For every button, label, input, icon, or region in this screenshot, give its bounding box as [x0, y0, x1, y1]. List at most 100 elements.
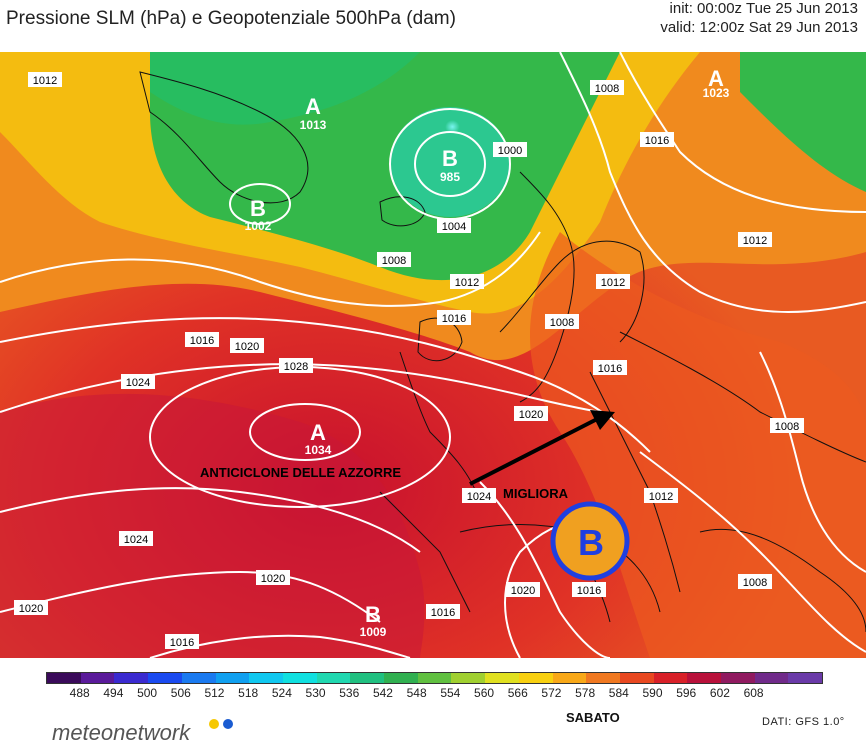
isobar-label: 1012 [596, 274, 630, 289]
colorbar-tick-label: 488 [69, 686, 90, 700]
low-circle [550, 501, 630, 581]
colorbar-swatch [485, 673, 519, 683]
svg-text:1028: 1028 [284, 361, 308, 373]
colorbar-swatch [788, 673, 823, 683]
colorbar-swatch [47, 673, 81, 683]
svg-text:1008: 1008 [382, 255, 406, 267]
isobar-label: 1016 [593, 360, 627, 375]
svg-text:1016: 1016 [645, 135, 669, 147]
colorbar-swatch [384, 673, 418, 683]
brand-logo: meteonetwork [52, 720, 191, 745]
svg-text:1016: 1016 [577, 585, 601, 597]
svg-text:1008: 1008 [743, 577, 767, 589]
field-east [530, 232, 866, 658]
colorbar-tick-label: 560 [474, 686, 495, 700]
isobar-label: 1008 [770, 418, 804, 433]
colorbar-swatch [619, 673, 654, 683]
field-green-east [740, 52, 866, 192]
pressure-map: 1012 1008 1000 1004 1008 1012 1016 1020 … [0, 52, 866, 658]
svg-text:1020: 1020 [19, 603, 43, 615]
colorbar-tick-label: 536 [339, 686, 360, 700]
isobar-label: 1016 [572, 582, 606, 597]
isobar-label: 1012 [450, 274, 484, 289]
colorbar-tick-label: 602 [709, 686, 730, 700]
svg-text:1020: 1020 [511, 585, 535, 597]
svg-text:1004: 1004 [442, 221, 466, 233]
colorbar-tick-label: 554 [440, 686, 461, 700]
center-value: 1013 [300, 118, 327, 132]
svg-text:1020: 1020 [235, 341, 259, 353]
day-label: SABATO [566, 710, 620, 725]
logo-dot-blue [223, 719, 233, 729]
colorbar-swatch [552, 673, 587, 683]
svg-text:1016: 1016 [431, 607, 455, 619]
center-letter: A [310, 420, 326, 445]
isobars [0, 52, 866, 658]
colorbar-swatch [114, 673, 149, 683]
colorbar-swatch [350, 673, 385, 683]
circled-low-letter: B [578, 522, 604, 563]
isobar-label: 1016 [426, 604, 460, 619]
isobar-label: 1016 [165, 634, 199, 649]
svg-text:1008: 1008 [550, 317, 574, 329]
svg-text:1020: 1020 [261, 573, 285, 585]
isobar-label: 1004 [437, 218, 471, 233]
colorbar-tick-label: 608 [743, 686, 764, 700]
colorbar-tick-label: 548 [406, 686, 427, 700]
isobar-label: 1016 [640, 132, 674, 147]
logo-dot-yellow [209, 719, 219, 729]
init-time: init: 00:00z Tue 25 Jun 2013 [669, 0, 858, 17]
colorbar-swatch [754, 673, 789, 683]
isobar-label: 1008 [377, 252, 411, 267]
center-letter: B [250, 196, 266, 221]
colorbar-tick-label: 494 [103, 686, 124, 700]
improvement-arrow [469, 413, 606, 486]
colorbar-tick-label: 584 [608, 686, 629, 700]
colorbar-tick-label: 518 [238, 686, 259, 700]
svg-text:1012: 1012 [455, 277, 479, 289]
isobar-label: 1024 [462, 488, 496, 503]
isobar-label: 1020 [506, 582, 540, 597]
center-letter: A [708, 66, 724, 91]
colorbar-tick-label: 590 [642, 686, 663, 700]
colorbar-swatch [249, 673, 283, 683]
center-value: 1034 [305, 443, 332, 457]
chart-title: Pressione SLM (hPa) e Geopotenziale 500h… [6, 8, 456, 29]
colorbar [46, 672, 823, 684]
center-value: 985 [440, 170, 460, 184]
center-letter: B [365, 602, 381, 627]
colorbar-swatch [451, 673, 486, 683]
field-green-dark [150, 52, 420, 125]
colorbar-tick-label: 512 [204, 686, 225, 700]
colorbar-tick-label: 566 [507, 686, 528, 700]
header: Pressione SLM (hPa) e Geopotenziale 500h… [0, 0, 866, 52]
data-source: DATI: GFS 1.0° [762, 716, 845, 728]
svg-text:1016: 1016 [170, 637, 194, 649]
colorbar-tick-label: 596 [676, 686, 697, 700]
svg-text:1012: 1012 [743, 235, 767, 247]
colorbar-swatch [181, 673, 216, 683]
colorbar-tick-label: 530 [305, 686, 326, 700]
colorbar-tick-label: 524 [271, 686, 292, 700]
svg-text:1016: 1016 [190, 335, 214, 347]
center-value: 1009 [360, 625, 387, 639]
colorbar-swatch [215, 673, 250, 683]
colorbar-swatch [148, 673, 182, 683]
svg-text:1024: 1024 [126, 377, 150, 389]
colorbar-tick-label: 542 [372, 686, 393, 700]
isobar-label: 1000 [493, 142, 527, 157]
isobar-label: 1016 [185, 332, 219, 347]
svg-text:1008: 1008 [775, 421, 799, 433]
isobar-label: 1008 [590, 80, 624, 95]
colorbar-swatch [417, 673, 452, 683]
svg-text:1012: 1012 [649, 491, 673, 503]
isobar-label: 1020 [514, 406, 548, 421]
anticyclone-label: ANTICICLONE DELLE AZZORRE [200, 465, 401, 480]
center-letter: B [442, 146, 458, 171]
isobar-label: 1008 [738, 574, 772, 589]
field-cyan-low [390, 107, 510, 217]
colorbar-ticks: 488 494 500 506 512 518 524 530 536 542 548 554 560 5… [46, 686, 821, 702]
center-value: 1002 [245, 219, 272, 233]
svg-text:1020: 1020 [519, 409, 543, 421]
colorbar-tick-label: 506 [170, 686, 191, 700]
